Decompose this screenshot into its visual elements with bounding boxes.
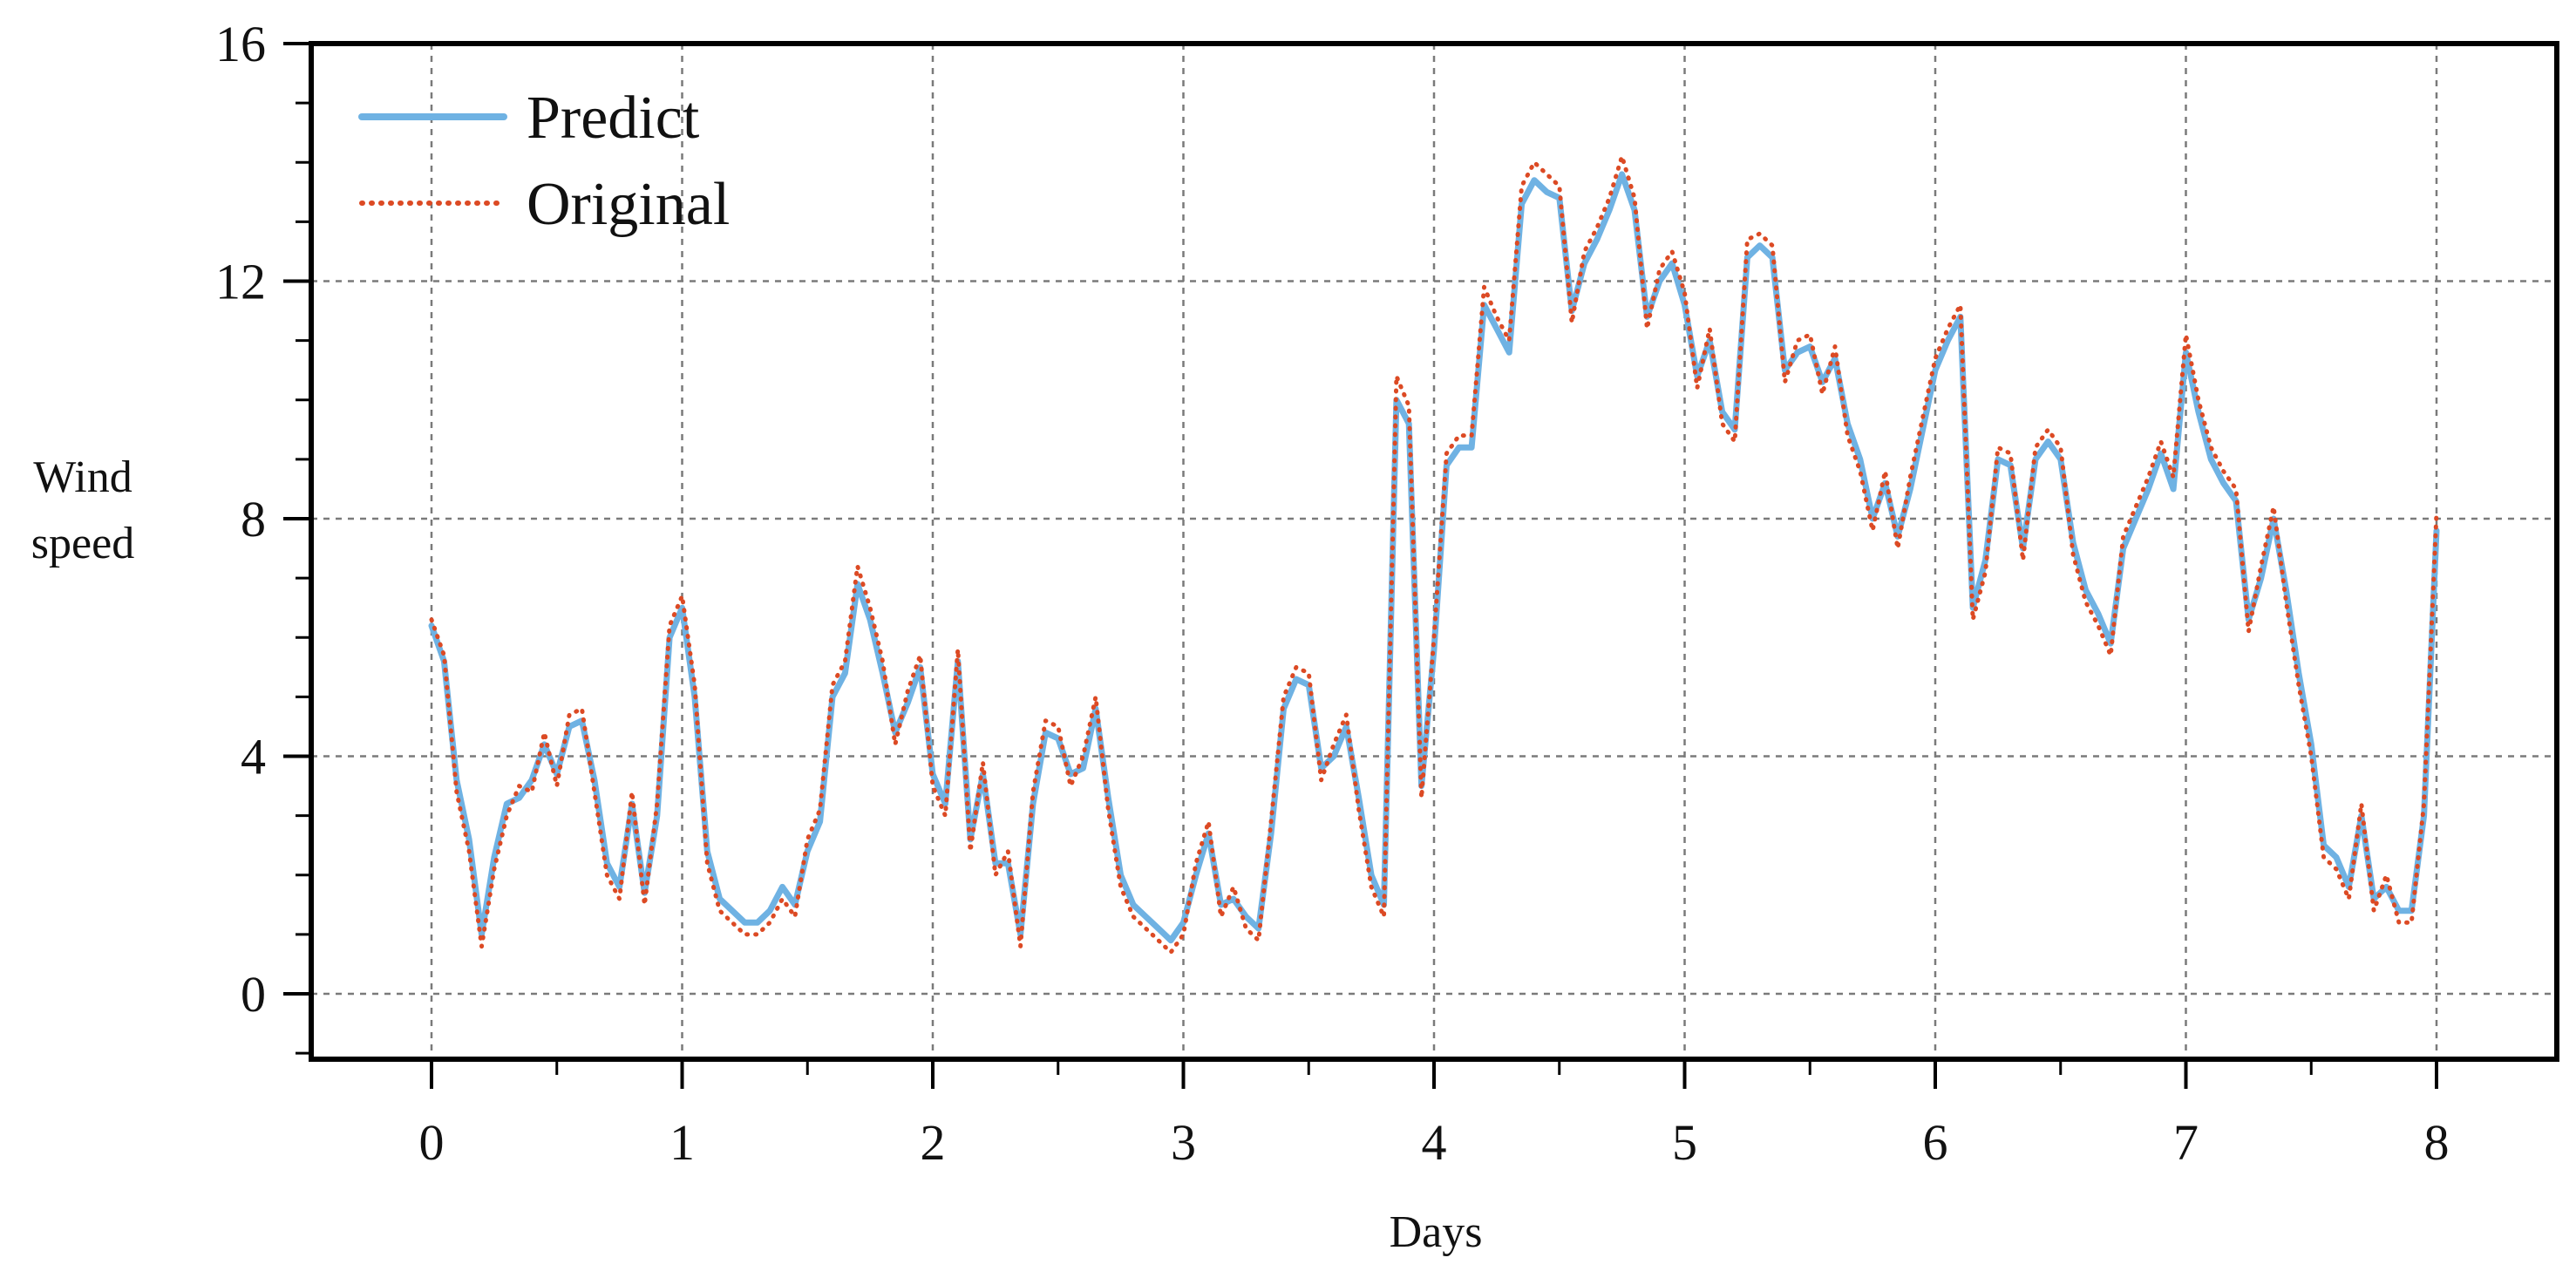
series-line-original: [429, 153, 2439, 955]
x-axis-label: Days: [1390, 1207, 1483, 1257]
x-tick-label-1: 1: [669, 1114, 695, 1171]
y-tick-label-3: 12: [215, 254, 266, 310]
x-tick-label-5: 5: [1672, 1114, 1697, 1171]
y-tick-label-0: 0: [241, 966, 266, 1023]
legend-label-predict: Predict: [527, 85, 700, 152]
x-tick-label-0: 0: [419, 1114, 445, 1171]
y-axis-label-line-2: speed: [31, 519, 134, 568]
y-tick-label-2: 8: [241, 491, 266, 547]
x-tick-label-7: 7: [2173, 1114, 2199, 1171]
legend-label-original: Original: [527, 171, 730, 238]
x-tick-label-4: 4: [1422, 1114, 1447, 1171]
x-tick-label-6: 6: [1923, 1114, 1948, 1171]
legend: Predict Original: [358, 85, 730, 238]
y-tick-label-1: 4: [241, 729, 266, 785]
y-axis-label-line-1: Wind: [33, 452, 132, 502]
series-lines: [428, 153, 2440, 955]
x-tick-label-2: 2: [921, 1114, 946, 1171]
x-tick-label-8: 8: [2424, 1114, 2450, 1171]
axis-ticks: [283, 42, 2438, 1089]
y-tick-label-4: 16: [215, 16, 266, 72]
x-tick-label-3: 3: [1171, 1114, 1196, 1171]
series-line-predict: [428, 171, 2440, 944]
